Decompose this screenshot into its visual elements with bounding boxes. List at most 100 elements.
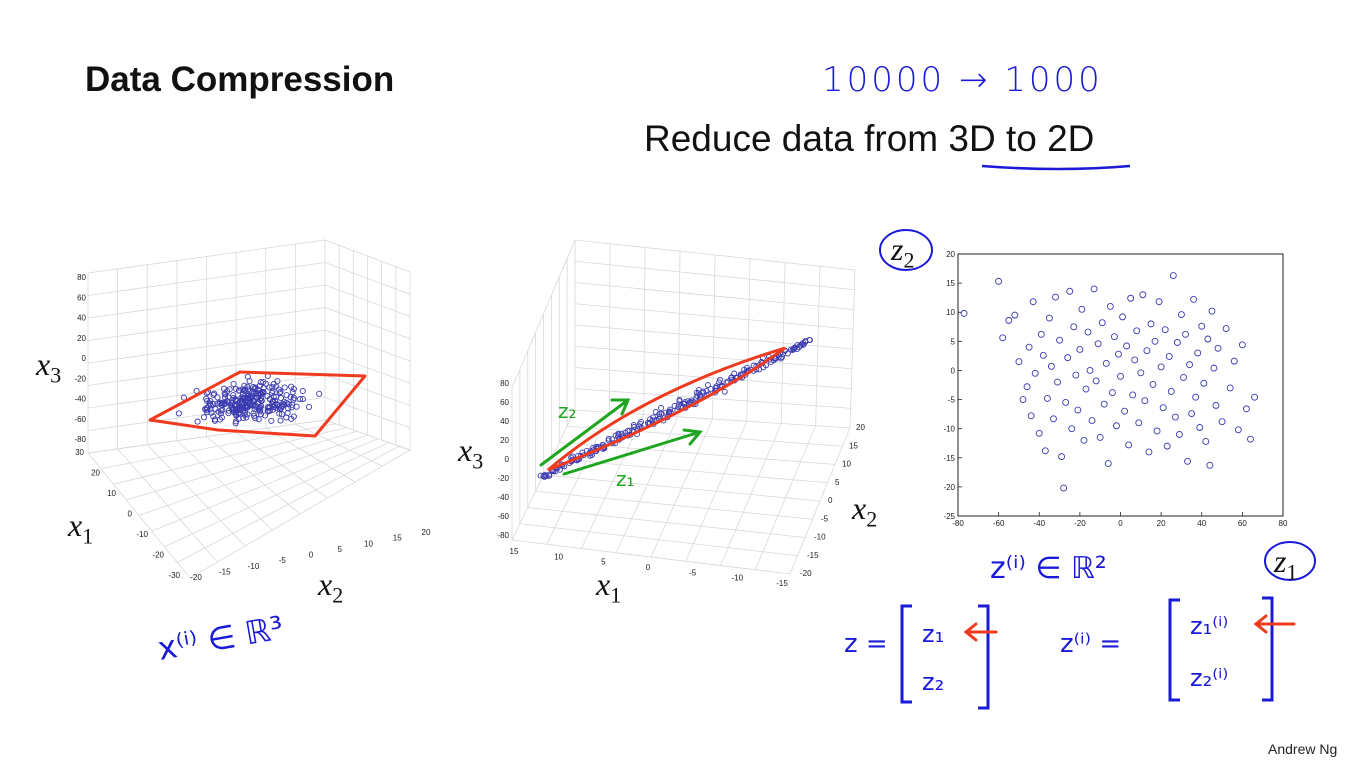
middle-x1tick-label: -5 [689, 568, 697, 577]
scatter-ytick-label: 10 [946, 308, 955, 317]
scatter-point [1172, 414, 1178, 420]
z-vector-entry-2: z₂ [922, 668, 944, 696]
scatter-point [1113, 423, 1119, 429]
scatter-point [1097, 434, 1103, 440]
left-x1tick-label: 10 [107, 489, 116, 498]
middle-ztick-label: -80 [497, 531, 509, 540]
scatter-point [1083, 386, 1089, 392]
scatter-point [1150, 381, 1156, 387]
middle-x2tick-label: 15 [849, 441, 858, 450]
scatter-point [1061, 485, 1067, 491]
scatter-point [1176, 431, 1182, 437]
left-3d-point [290, 390, 295, 395]
left-ztick-label: 20 [77, 334, 86, 343]
left-x2tick-label: -15 [219, 567, 231, 576]
middle-x2tick-label: 5 [835, 478, 840, 487]
scatter-point [1160, 405, 1166, 411]
zi-vector-entry-1: z₁⁽ⁱ⁾ [1190, 612, 1228, 640]
scatter-point [1219, 419, 1225, 425]
scatter-point [1201, 380, 1207, 386]
scatter-xtick-label: 20 [1157, 519, 1166, 528]
zi-vector-entry-2: z₂⁽ⁱ⁾ [1190, 664, 1228, 692]
scatter-point [1042, 448, 1048, 454]
zi-right-bracket [1262, 598, 1272, 700]
middle-x2tick-label: 10 [842, 460, 851, 469]
left-3d-point [215, 395, 220, 400]
left-ztick-label: 80 [77, 273, 86, 282]
scatter-point [1111, 334, 1117, 340]
scatter-point [1091, 286, 1097, 292]
middle-ztick-label: 80 [500, 379, 509, 388]
scatter-point [1036, 430, 1042, 436]
scatter-point [1063, 399, 1069, 405]
scatter-point [1144, 348, 1150, 354]
scatter-point [1105, 461, 1111, 467]
scatter-point [1213, 402, 1219, 408]
scatter-point [1093, 378, 1099, 384]
z-vector-entry-1: z₁ [922, 620, 944, 648]
scatter-point [1115, 351, 1121, 357]
middle-x1tick-label: -10 [732, 574, 744, 583]
scatter-point [1140, 292, 1146, 298]
scatter-xtick-label: 60 [1238, 519, 1247, 528]
scatter-point [1026, 344, 1032, 350]
middle-x2tick-label: 20 [856, 423, 865, 432]
left-x2tick-label: -20 [190, 573, 202, 582]
scatter-point [1053, 294, 1059, 300]
middle-x2tick-label: -5 [821, 514, 829, 523]
scatter-point [1087, 367, 1093, 373]
middle-3d-point [659, 406, 664, 411]
scatter-point [1235, 427, 1241, 433]
middle-3d-plot: 806040200-20-40-60-80151050-5-10-1520151… [497, 240, 865, 588]
scatter-point [1178, 312, 1184, 318]
scatter-point [1132, 357, 1138, 363]
z2-handwritten-label: z₂ [558, 399, 577, 423]
scatter-point [1193, 394, 1199, 400]
scatter-point [1069, 426, 1075, 432]
left-3d-plot: 806040200-20-40-60-803020100-10-20-30 -20… [74, 240, 431, 582]
left-x1tick-label: 0 [128, 510, 133, 519]
middle-x2-label: x2 [852, 490, 877, 532]
scatter-point [1189, 411, 1195, 417]
scatter-point [1170, 273, 1176, 279]
left-ztick-label: 40 [77, 314, 86, 323]
left-3d-point [278, 418, 283, 423]
scatter-point [1138, 370, 1144, 376]
scatter-point [1164, 443, 1170, 449]
left-3d-point [269, 418, 274, 423]
middle-x2tick-label: -15 [807, 551, 819, 560]
left-x2tick-label: 10 [364, 539, 373, 548]
middle-x1-label: x1 [596, 566, 621, 608]
left-x2tick-label: 5 [338, 545, 343, 554]
scatter-point [1040, 352, 1046, 358]
scatter-point [1239, 342, 1245, 348]
z-in-r2-annotation: z⁽ⁱ⁾ ∈ ℝ² [990, 551, 1107, 586]
scatter-point [1205, 336, 1211, 342]
scatter-ytick-label: -10 [943, 425, 955, 434]
z1-red-arrow [966, 624, 996, 640]
left-ztick-label: -60 [74, 415, 86, 424]
scatter-xtick-label: 40 [1197, 519, 1206, 528]
scatter-point [1024, 384, 1030, 390]
left-ztick-label: -20 [74, 374, 86, 383]
middle-ztick-label: 40 [500, 417, 509, 426]
zi-vector-lhs: z⁽ⁱ⁾ = [1060, 629, 1121, 659]
left-3d-point [284, 415, 289, 420]
scatter-point [1057, 337, 1063, 343]
scatter-point [1128, 295, 1134, 301]
left-x3-label: x3 [36, 346, 61, 388]
scatter-point [1136, 420, 1142, 426]
scatter-point [1203, 438, 1209, 444]
left-3d-point [247, 379, 252, 384]
left-x1tick-label: -20 [152, 551, 164, 560]
scatter-ytick-label: 20 [946, 250, 955, 259]
scatter-xtick-label: -40 [1033, 519, 1045, 528]
zi1-red-arrow [1256, 616, 1294, 632]
scatter-point [1075, 407, 1081, 413]
left-ztick-label: -80 [74, 435, 86, 444]
scatter-point [1038, 331, 1044, 337]
left-3d-point [294, 404, 299, 409]
left-3d-point [307, 404, 312, 409]
scatter-point [1142, 398, 1148, 404]
middle-ztick-label: 0 [505, 455, 510, 464]
